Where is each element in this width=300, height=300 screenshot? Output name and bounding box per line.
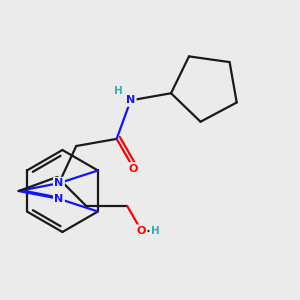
Text: H: H: [151, 226, 159, 236]
Text: N: N: [54, 194, 64, 204]
Text: N: N: [54, 178, 64, 188]
Text: O: O: [129, 164, 138, 173]
Text: N: N: [126, 95, 135, 105]
Text: H: H: [114, 86, 122, 96]
Text: O: O: [137, 226, 146, 236]
